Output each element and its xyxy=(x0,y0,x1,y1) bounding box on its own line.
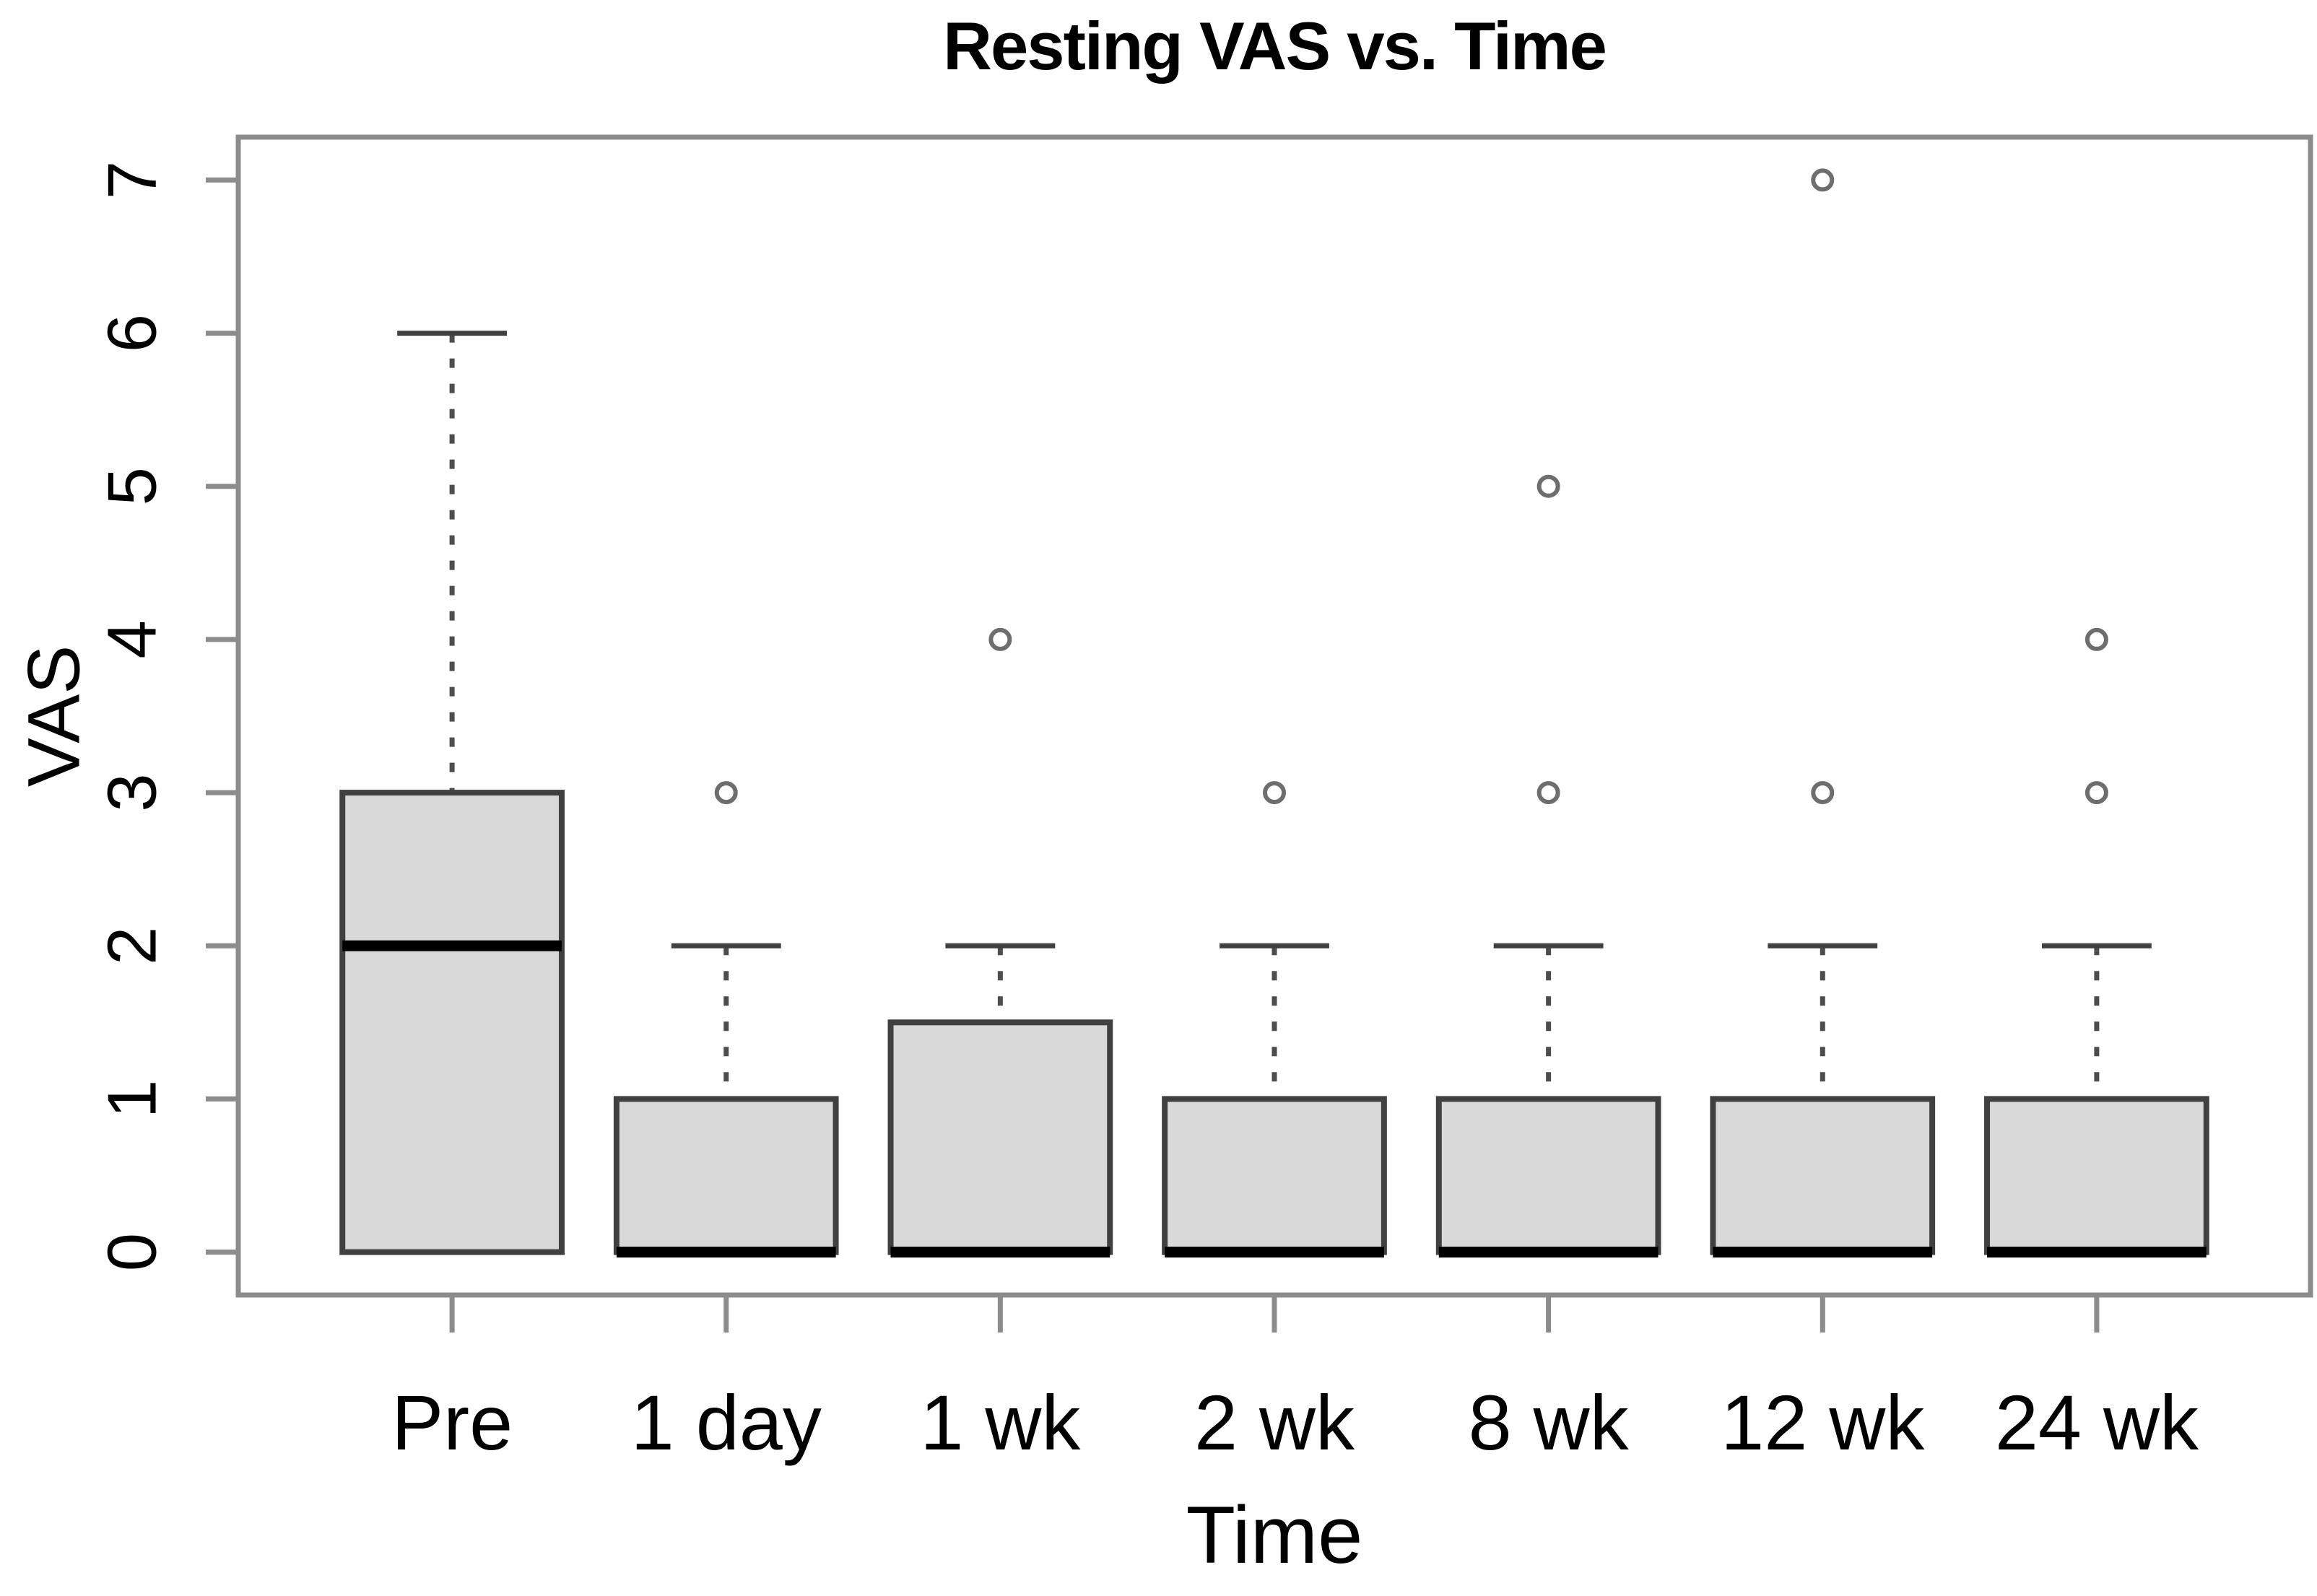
box xyxy=(1435,1096,1661,1255)
x-tick-label: 2 wk xyxy=(1194,1379,1355,1466)
x-tick-label: 1 wk xyxy=(920,1379,1081,1466)
outlier-point xyxy=(2085,781,2108,805)
y-tick-label: 1 xyxy=(93,1080,170,1118)
outlier-point xyxy=(1811,168,1835,192)
y-tick-label: 2 xyxy=(93,927,170,965)
x-tick-label: 12 wk xyxy=(1721,1379,1925,1466)
outlier-point xyxy=(988,627,1012,651)
y-tick-label: 0 xyxy=(93,1233,170,1271)
outlier-point xyxy=(1811,781,1835,805)
box xyxy=(339,790,565,1255)
x-tick-label: 1 day xyxy=(631,1379,822,1466)
x-tick-label: Pre xyxy=(391,1379,513,1466)
outlier-point xyxy=(1536,781,1560,805)
x-tick-label: 24 wk xyxy=(1995,1379,2199,1466)
outlier-point xyxy=(1263,781,1286,805)
box xyxy=(1710,1096,1936,1255)
chart-title: Resting VAS vs. Time xyxy=(943,8,1607,84)
box xyxy=(1984,1096,2209,1255)
box xyxy=(613,1096,839,1255)
outlier-point xyxy=(1536,474,1560,498)
y-tick-label: 6 xyxy=(93,314,170,352)
y-tick-label: 4 xyxy=(93,620,170,658)
x-axis-title: Time xyxy=(1186,1490,1363,1580)
y-tick-label: 7 xyxy=(93,161,170,199)
outlier-point xyxy=(2085,627,2108,651)
box xyxy=(887,1019,1113,1255)
outlier-point xyxy=(714,781,738,805)
y-tick-label: 3 xyxy=(93,773,170,811)
y-tick-label: 5 xyxy=(93,467,170,505)
x-tick-label: 8 wk xyxy=(1469,1379,1630,1466)
box xyxy=(1162,1096,1387,1255)
